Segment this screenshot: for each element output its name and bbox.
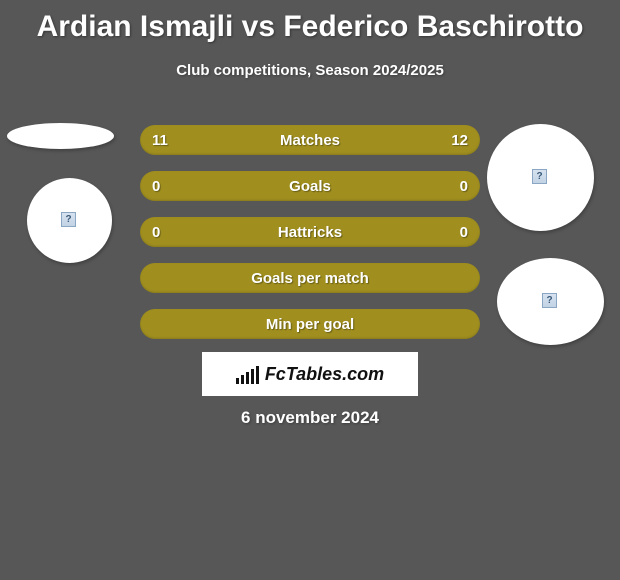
- page-title: Ardian Ismajli vs Federico Baschirotto: [0, 0, 620, 44]
- stat-row-goals: 0 Goals 0: [140, 171, 480, 201]
- stat-left-value: 0: [152, 178, 182, 195]
- player-right-avatar: ?: [487, 124, 594, 231]
- stat-right-value: 12: [438, 132, 468, 149]
- brand-logo: FcTables.com: [202, 352, 418, 396]
- stat-row-matches: 11 Matches 12: [140, 125, 480, 155]
- stat-row-goals-per-match: Goals per match: [140, 263, 480, 293]
- logo-bar: [236, 378, 239, 384]
- logo-bar: [251, 369, 254, 384]
- logo-bar: [256, 366, 259, 384]
- stat-label: Matches: [182, 132, 438, 149]
- stat-label: Min per goal: [182, 316, 438, 333]
- player-left-avatar: ?: [27, 178, 112, 263]
- player-right-shape-bottom: ?: [497, 258, 604, 345]
- player-left-shape-top: [7, 123, 114, 149]
- placeholder-icon: ?: [61, 212, 76, 227]
- stat-right-value: 0: [438, 178, 468, 195]
- placeholder-icon: ?: [532, 169, 547, 184]
- placeholder-icon: ?: [542, 293, 557, 308]
- page-subtitle: Club competitions, Season 2024/2025: [0, 62, 620, 79]
- stats-container: 11 Matches 12 0 Goals 0 0 Hattricks 0 Go…: [140, 125, 480, 355]
- date-text: 6 november 2024: [0, 408, 620, 428]
- stat-right-value: 0: [438, 224, 468, 241]
- brand-text: FcTables.com: [265, 364, 384, 385]
- stat-left-value: 11: [152, 132, 182, 149]
- stat-label: Goals per match: [182, 270, 438, 287]
- bar-chart-icon: [236, 364, 259, 384]
- stat-row-min-per-goal: Min per goal: [140, 309, 480, 339]
- stat-label: Goals: [182, 178, 438, 195]
- logo-bar: [246, 372, 249, 384]
- stat-left-value: 0: [152, 224, 182, 241]
- stat-row-hattricks: 0 Hattricks 0: [140, 217, 480, 247]
- stat-label: Hattricks: [182, 224, 438, 241]
- logo-bar: [241, 375, 244, 384]
